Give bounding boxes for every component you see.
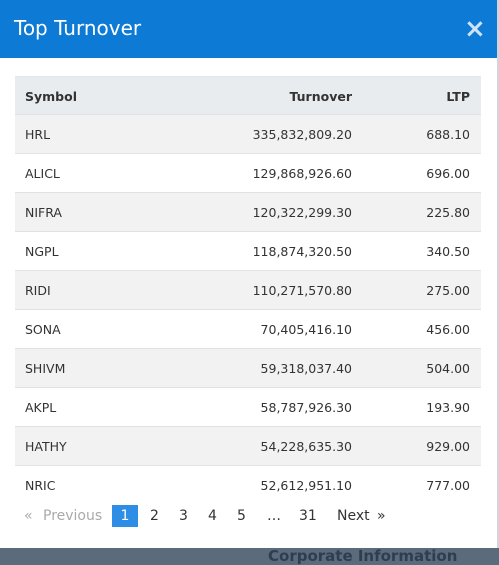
table-cell: 58,787,926.30 xyxy=(260,400,352,415)
table-cell: 59,318,037.40 xyxy=(260,361,352,376)
table-cell: 110,271,570.80 xyxy=(252,283,352,298)
table-cell: 688.10 xyxy=(426,127,470,142)
table-row: SONA 70,405,416.10 456.00 xyxy=(15,310,481,349)
modal-header: Top Turnover × xyxy=(0,0,497,58)
table-cell: 275.00 xyxy=(426,283,470,298)
table-cell: 456.00 xyxy=(426,322,470,337)
table-header: Symbol Turnover LTP xyxy=(15,76,481,115)
table-cell: 54,228,635.30 xyxy=(260,439,352,454)
page-link[interactable]: 3 xyxy=(179,508,188,524)
table-cell: SONA xyxy=(25,322,61,337)
modal-title: Top Turnover xyxy=(14,16,142,40)
table-cell: NRIC xyxy=(25,478,56,493)
table-cell: 129,868,926.60 xyxy=(252,166,352,181)
page-link[interactable]: 5 xyxy=(237,508,246,524)
page-link[interactable]: 2 xyxy=(150,508,159,524)
table-row: NRIC 52,612,951.10 777.00 xyxy=(15,466,481,504)
table-cell: 504.00 xyxy=(426,361,470,376)
last-page[interactable]: » xyxy=(377,508,386,524)
table-row: AKPL 58,787,926.30 193.90 xyxy=(15,388,481,427)
column-header[interactable]: LTP xyxy=(446,89,470,104)
table-row: ALICL 129,868,926.60 696.00 xyxy=(15,154,481,193)
table-row: NGPL 118,874,320.50 340.50 xyxy=(15,232,481,271)
table: Symbol Turnover LTP HRL 335,832,809.20 688… xyxy=(15,76,481,504)
table-cell: 118,874,320.50 xyxy=(252,244,352,259)
page-link[interactable]: … xyxy=(267,508,281,524)
table-cell: AKPL xyxy=(25,400,57,415)
page-link[interactable]: 1 xyxy=(112,505,138,527)
table-cell: SHIVM xyxy=(25,361,66,376)
table-cell: 340.50 xyxy=(426,244,470,259)
next-page[interactable]: Next xyxy=(337,508,370,524)
table-row: RIDI 110,271,570.80 275.00 xyxy=(15,271,481,310)
column-header[interactable]: Turnover xyxy=(289,89,353,104)
table-cell: RIDI xyxy=(25,283,51,298)
table-cell: 120,322,299.30 xyxy=(252,205,352,220)
previous-page[interactable]: Previous xyxy=(43,508,103,524)
modal: Top Turnover × Symbol Turnover LTP HRL 33… xyxy=(0,0,499,548)
table-cell: 225.80 xyxy=(426,205,470,220)
table-cell: HRL xyxy=(25,127,51,142)
table-cell: 777.00 xyxy=(426,478,470,493)
table-cell: 52,612,951.10 xyxy=(260,478,352,493)
table-cell: 335,832,809.20 xyxy=(252,127,352,142)
close-button[interactable]: × xyxy=(464,14,486,44)
table-row: HATHY 54,228,635.30 929.00 xyxy=(15,427,481,466)
table-row: HRL 335,832,809.20 688.10 xyxy=(15,115,481,154)
column-header[interactable]: Symbol xyxy=(25,89,77,104)
page-link[interactable]: 31 xyxy=(299,508,317,524)
page-link[interactable]: 4 xyxy=(208,508,217,524)
background-text: Corporate Information xyxy=(268,547,458,565)
table-cell: HATHY xyxy=(25,439,67,454)
table-cell: 193.90 xyxy=(426,400,470,415)
table-cell: NIFRA xyxy=(25,205,62,220)
table-row: NIFRA 120,322,299.30 225.80 xyxy=(15,193,481,232)
table-cell: ALICL xyxy=(25,166,60,181)
table-row: SHIVM 59,318,037.40 504.00 xyxy=(15,349,481,388)
table-cell: 696.00 xyxy=(426,166,470,181)
table-cell: 70,405,416.10 xyxy=(260,322,352,337)
first-page[interactable]: « xyxy=(24,508,33,524)
table-cell: 929.00 xyxy=(426,439,470,454)
table-cell: NGPL xyxy=(25,244,59,259)
